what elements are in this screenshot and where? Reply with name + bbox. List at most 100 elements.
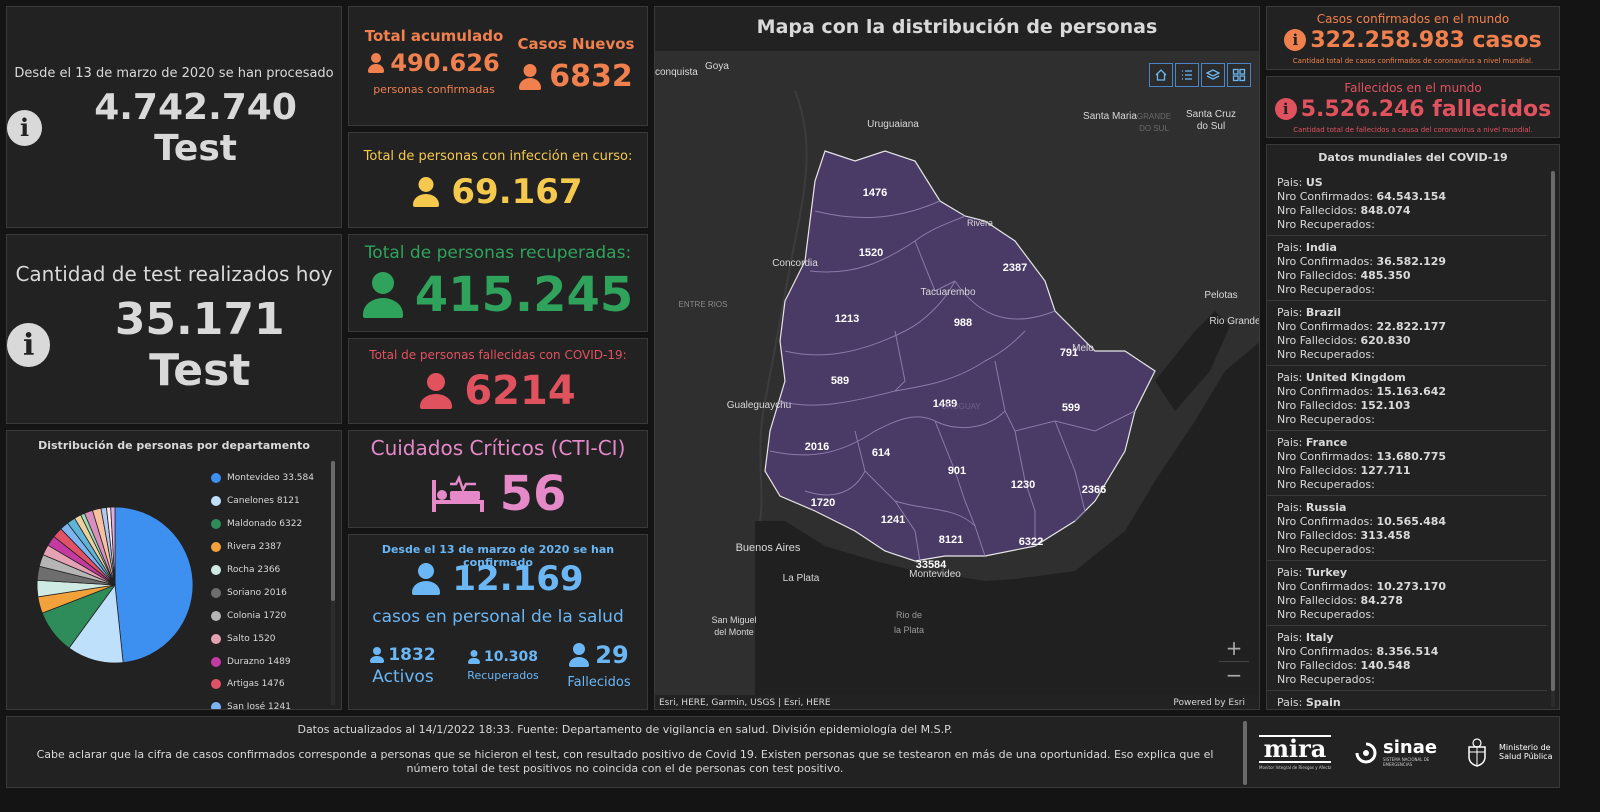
legend-swatch <box>211 565 221 575</box>
world-list-item[interactable]: Pais: Turkey Nro Confirmados: 10.273.170 N… <box>1267 561 1547 626</box>
pie-legend-item[interactable]: Soriano 2016 <box>211 581 329 604</box>
legend-swatch <box>211 587 221 598</box>
world-list-item[interactable]: Pais: France Nro Confirmados: 13.680.775 N… <box>1267 431 1547 496</box>
department-value[interactable]: 2016 <box>805 441 829 453</box>
legend-scrollbar[interactable] <box>331 461 335 705</box>
zoom-in-button[interactable]: + <box>1225 636 1243 660</box>
footer-scrollbar[interactable] <box>1243 721 1247 785</box>
country: Pais: Russia <box>1277 501 1537 515</box>
map-powered-by[interactable]: Powered by Esri <box>1173 698 1245 708</box>
country-value: Brazil <box>1305 306 1342 319</box>
pie-slice-flores[interactable] <box>110 506 116 586</box>
recovered-label: Nro Recuperados: <box>1277 283 1375 296</box>
map-place-label: do Sul <box>1197 121 1225 132</box>
department-value[interactable]: 2387 <box>1003 262 1027 274</box>
world-deceased-title: Fallecidos en el mundo <box>1344 80 1482 95</box>
recovered-label: Nro Recuperados: <box>1277 218 1375 231</box>
recovered: Nro Recuperados: <box>1277 348 1537 362</box>
confirmed-label: Nro Confirmados: <box>1277 385 1377 398</box>
country: Pais: Turkey <box>1277 566 1537 580</box>
legend-label: San José 1241 <box>227 702 291 710</box>
department-value[interactable]: 8121 <box>939 534 963 546</box>
world-deceased-value: 5.526.246 fallecidos <box>1300 96 1552 122</box>
department-value[interactable]: 1476 <box>863 187 887 199</box>
new-cases-title: Casos Nuevos <box>517 35 635 53</box>
pie-legend-item[interactable]: Rivera 2387 <box>211 536 329 559</box>
department-value[interactable]: 599 <box>1062 402 1080 414</box>
department-value[interactable]: 1213 <box>835 313 859 325</box>
map-place-label: URUGUAY <box>941 402 981 411</box>
pie-legend-item[interactable]: Maldonado 6322 <box>211 513 329 536</box>
accumulated-panel: Total acumulado 490.626 personas confirm… <box>348 6 648 126</box>
department-value[interactable]: 589 <box>831 375 849 387</box>
department-value[interactable]: 1230 <box>1011 479 1035 491</box>
department-value[interactable]: 1720 <box>811 497 835 509</box>
zoom-out-button[interactable]: − <box>1219 661 1249 687</box>
confirmed-label: Nro Confirmados: <box>1277 320 1377 333</box>
department-value[interactable]: 1520 <box>859 247 883 259</box>
department-value[interactable]: 791 <box>1060 347 1078 359</box>
world-list-item[interactable]: Pais: United Kingdom Nro Confirmados: 15.… <box>1267 366 1547 431</box>
pie-legend-item[interactable]: Artigas 1476 <box>211 673 329 696</box>
world-list-item[interactable]: Pais: SpainNro Confirmados: Nro Fallecid… <box>1267 691 1547 709</box>
confirmed: Nro Confirmados: 22.822.177 <box>1277 320 1537 334</box>
world-list-scrollbar[interactable] <box>1551 171 1555 707</box>
world-list-item[interactable]: Pais: US Nro Confirmados: 64.543.154 Nro F… <box>1267 171 1547 236</box>
pie-legend-item[interactable]: Durazno 1489 <box>211 650 329 673</box>
confirmed: Nro Confirmados: 64.543.154 <box>1277 190 1537 204</box>
pie-legend-item[interactable]: Salto 1520 <box>211 627 329 650</box>
department-value[interactable]: 1489 <box>933 398 957 410</box>
pie-legend-item[interactable]: Rocha 2366 <box>211 559 329 582</box>
deaths: Nro Fallecidos: 485.350 <box>1277 269 1537 283</box>
map-place-label: Uruguaiana <box>867 119 919 130</box>
person-icon <box>412 563 441 595</box>
recovered-label: Nro Recuperados: <box>1277 413 1375 426</box>
world-list-item[interactable]: Pais: Italy Nro Confirmados: 8.356.514 Nro… <box>1267 626 1547 691</box>
country-label: Pais: <box>1277 501 1306 514</box>
basemap-icon[interactable] <box>1227 63 1251 87</box>
map-place-label: Concordia <box>772 258 818 269</box>
country-value: US <box>1305 176 1323 189</box>
footer-scrollbar-thumb[interactable] <box>1243 721 1247 785</box>
world-list-item[interactable]: Pais: Brazil Nro Confirmados: 22.822.177 N… <box>1267 301 1547 366</box>
department-value[interactable]: 33584 <box>916 559 947 571</box>
river <box>759 90 808 522</box>
pie-legend-item[interactable]: San José 1241 <box>211 696 329 710</box>
department-value[interactable]: 988 <box>954 317 972 329</box>
legend-icon[interactable] <box>1175 63 1199 87</box>
layers-icon[interactable] <box>1201 63 1225 87</box>
confirmed-label: Nro Confirmados: <box>1277 255 1377 268</box>
department-value[interactable]: 6322 <box>1019 536 1043 548</box>
confirmed: Nro Confirmados: 8.356.514 <box>1277 645 1537 659</box>
department-value[interactable]: 614 <box>872 447 891 459</box>
country-value: Russia <box>1305 501 1347 514</box>
world-list-item[interactable]: Pais: Russia Nro Confirmados: 10.565.484 N… <box>1267 496 1547 561</box>
map-place-label: Gualeguaychu <box>727 400 792 411</box>
department-value[interactable]: 1241 <box>881 514 905 526</box>
legend-scrollbar-thumb[interactable] <box>331 461 335 601</box>
department-value[interactable]: 901 <box>948 465 966 477</box>
world-list[interactable]: Pais: US Nro Confirmados: 64.543.154 Nro F… <box>1267 171 1547 709</box>
recovered-label: Nro Recuperados: <box>1277 543 1375 556</box>
map-view[interactable]: 1476 1520 2387 1213 988 791 589 1489 599 2016 614 9… <box>655 51 1260 703</box>
country-label: Pais: <box>1277 176 1306 189</box>
pie-legend-item[interactable]: Montevideo 33.584 <box>211 467 329 490</box>
country-value: Turkey <box>1305 566 1348 579</box>
confirmed-value: 8.356.514 <box>1376 645 1439 658</box>
deaths-label: Nro Fallecidos: <box>1277 269 1361 282</box>
home-icon[interactable] <box>1149 63 1173 87</box>
recovered: Nro Recuperados: <box>1277 413 1537 427</box>
world-list-item[interactable]: Pais: India Nro Confirmados: 36.582.129 Nr… <box>1267 236 1547 301</box>
accumulated-value: 490.626 <box>390 49 500 77</box>
pie-slice-montevideo[interactable] <box>114 506 194 664</box>
legend-swatch <box>211 679 221 690</box>
confirmed-label: Nro Confirmados: <box>1277 190 1377 203</box>
pie-legend-item[interactable]: Colonia 1720 <box>211 604 329 627</box>
world-list-scrollbar-thumb[interactable] <box>1551 171 1555 691</box>
deaths-label: Nro Fallecidos: <box>1277 659 1361 672</box>
person-icon <box>420 373 453 409</box>
world-list-panel: Datos mundiales del COVID-19 Pais: US Nro… <box>1266 144 1560 710</box>
department-value[interactable]: 2366 <box>1082 484 1106 496</box>
map-place-label: la Plata <box>894 625 924 635</box>
pie-legend-item[interactable]: Canelones 8121 <box>211 490 329 513</box>
